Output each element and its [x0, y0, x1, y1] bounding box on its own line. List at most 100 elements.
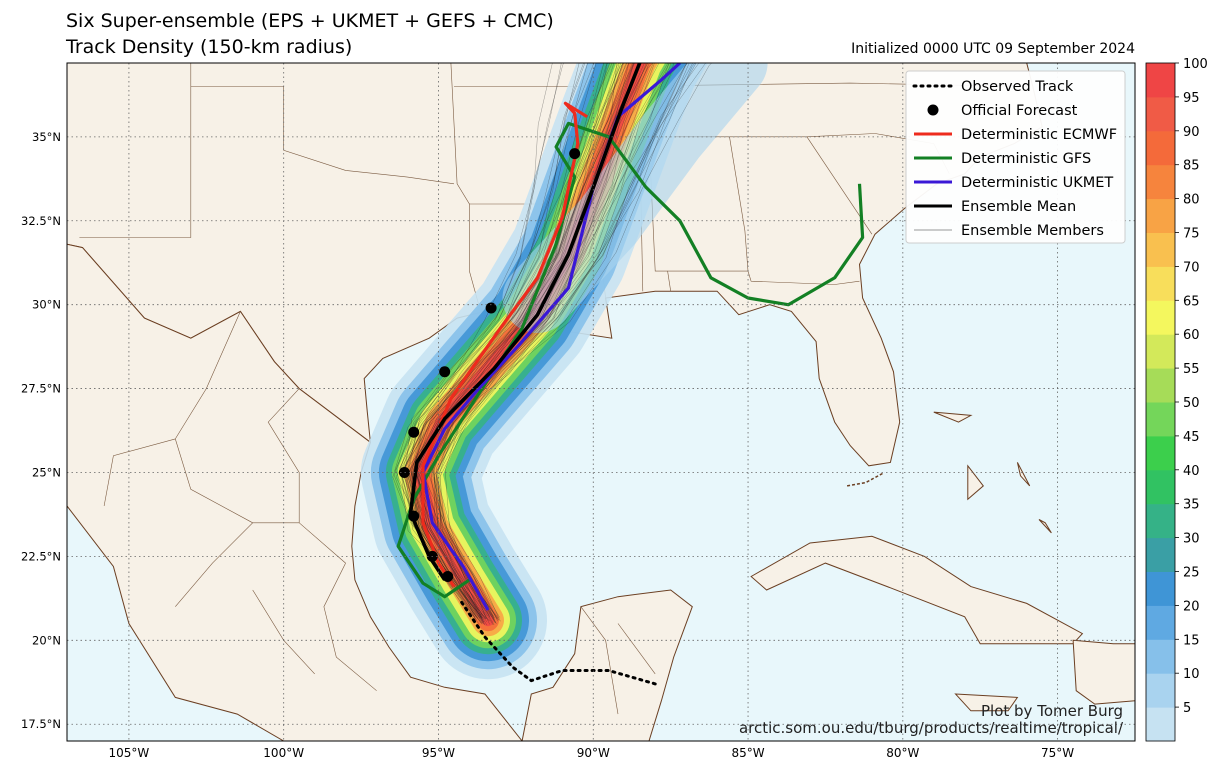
chart-subtitle: Track Density (150-km radius) [66, 36, 353, 58]
colorbar-tick-label: 80 [1183, 193, 1200, 208]
legend-label-member: Ensemble Members [961, 223, 1104, 239]
mx-state-border-1 [267, 388, 346, 564]
legend-label-gfs: Deterministic GFS [961, 151, 1091, 167]
ensemble-member-23 [430, 63, 696, 620]
official-forecast-point-3 [398, 466, 410, 478]
colorbar-tick-label: 5 [1183, 701, 1191, 716]
colorbar-segment-3 [1146, 605, 1175, 640]
land-bahamas-0 [933, 411, 973, 423]
lon-tick-label: 105°W [109, 746, 150, 760]
land-bahamas-3 [1038, 519, 1052, 534]
colorbar-segment-12 [1146, 300, 1175, 335]
land-bahamas-1 [967, 464, 984, 501]
colorbar-segment-0 [1146, 707, 1175, 742]
lon-tick-label: 100°W [263, 746, 304, 760]
mx-state-border-6 [580, 606, 619, 715]
official-forecast-point-6 [485, 302, 497, 314]
colorbar-segment-10 [1146, 368, 1175, 403]
official-forecast-point-4 [408, 426, 420, 438]
lon-tick-label: 80°W [886, 746, 919, 760]
lat-tick-label: 35°N [32, 130, 61, 144]
colorbar-tick-label: 55 [1183, 362, 1200, 377]
lon-tick-label: 85°W [731, 746, 764, 760]
colorbar-tick-label: 40 [1183, 464, 1200, 479]
initialized-time: Initialized 0000 UTC 09 September 2024 [851, 41, 1135, 57]
colorbar-tick-label: 50 [1183, 396, 1200, 411]
colorbar-segment-15 [1146, 198, 1175, 233]
colorbar-segment-11 [1146, 334, 1175, 369]
observed-track [458, 598, 657, 686]
legend-label-ecmwf: Deterministic ECMWF [961, 127, 1117, 143]
colorbar-tick-label: 25 [1183, 566, 1200, 581]
florida-keys [846, 471, 885, 487]
official-forecast-point-0 [442, 571, 454, 583]
colorbar-tick-label: 85 [1183, 159, 1200, 174]
land-bahamas-2 [1016, 462, 1031, 487]
colorbar-tick-label: 20 [1183, 599, 1200, 614]
colorbar-tick-label: 35 [1183, 498, 1200, 513]
ensemble-member-7 [444, 63, 693, 622]
source-url: arctic.som.ou.edu/tburg/products/realtim… [738, 719, 1123, 737]
colorbar-segment-13 [1146, 266, 1175, 301]
legend-label-dotted: Observed Track [961, 79, 1074, 95]
mx-state-border-4 [175, 522, 300, 607]
colorbar-tick-label: 100 [1183, 57, 1208, 72]
map-area [67, 63, 1135, 741]
colorbar-tick-label: 10 [1183, 667, 1200, 682]
ensemble-member-39 [404, 63, 584, 619]
map-frame [66, 62, 1136, 742]
ensemble-member-46 [401, 63, 553, 618]
land-jamaica [954, 693, 1019, 712]
colorbar-segment-14 [1146, 232, 1175, 267]
lat-tick-label: 32.5°N [21, 214, 61, 228]
colorbar-segment-17 [1146, 130, 1175, 166]
state-border-10 [747, 271, 860, 285]
colorbar-tick-label: 70 [1183, 260, 1200, 275]
ensemble-member-34 [409, 63, 625, 624]
official-forecast-point-5 [439, 366, 451, 378]
colorbar-tick-label: 45 [1183, 430, 1200, 445]
state-border-0 [79, 63, 192, 238]
land-cuba [750, 535, 1084, 645]
lat-tick-label: 30°N [32, 298, 61, 312]
ensemble-member-26 [433, 63, 688, 624]
colorbar-segment-8 [1146, 435, 1175, 471]
gfs-track [396, 121, 865, 599]
colorbar-tick-label: 15 [1183, 633, 1200, 648]
colorbar [1146, 63, 1175, 742]
colorbar-segment-19 [1146, 63, 1175, 98]
legend-label-dot: Official Forecast [961, 103, 1078, 119]
colorbar-segment-2 [1146, 639, 1175, 674]
legend-swatch-official [927, 104, 939, 116]
chart-title: Six Super-ensemble (EPS + UKMET + GEFS +… [66, 10, 554, 32]
legend-box [905, 70, 1126, 244]
lon-tick-label: 75°W [1041, 746, 1074, 760]
lon-tick-label: 90°W [577, 746, 610, 760]
colorbar-tick-label: 90 [1183, 125, 1200, 140]
lat-tick-label: 22.5°N [21, 549, 61, 563]
ecmwf-track [421, 101, 588, 588]
colorbar-segment-1 [1146, 673, 1175, 708]
ensemble-mean-track [408, 63, 642, 581]
colorbar-segment-4 [1146, 571, 1175, 606]
official-forecast-point-2 [408, 510, 420, 522]
lat-tick-label: 27.5°N [21, 382, 61, 396]
ensemble-member-58 [432, 63, 700, 618]
colorbar-tick-label: 75 [1183, 227, 1200, 242]
colorbar-segment-9 [1146, 402, 1175, 437]
colorbar-tick-label: 65 [1183, 294, 1200, 309]
colorbar-segment-16 [1146, 164, 1175, 200]
ensemble-member-9 [437, 63, 645, 624]
mx-state-border-3 [323, 562, 377, 691]
lon-tick-label: 95°W [422, 746, 455, 760]
colorbar-segment-5 [1146, 537, 1175, 572]
colorbar-tick-label: 60 [1183, 328, 1200, 343]
ensemble-member-13 [439, 63, 713, 618]
mx-state-border-7 [617, 623, 656, 675]
ensemble-member-50 [410, 63, 642, 620]
plot-credit: Plot by Tomer Burg [981, 702, 1123, 720]
colorbar-segment-7 [1146, 469, 1175, 505]
colorbar-tick-label: 30 [1183, 532, 1200, 547]
ukmet-track [421, 63, 681, 611]
